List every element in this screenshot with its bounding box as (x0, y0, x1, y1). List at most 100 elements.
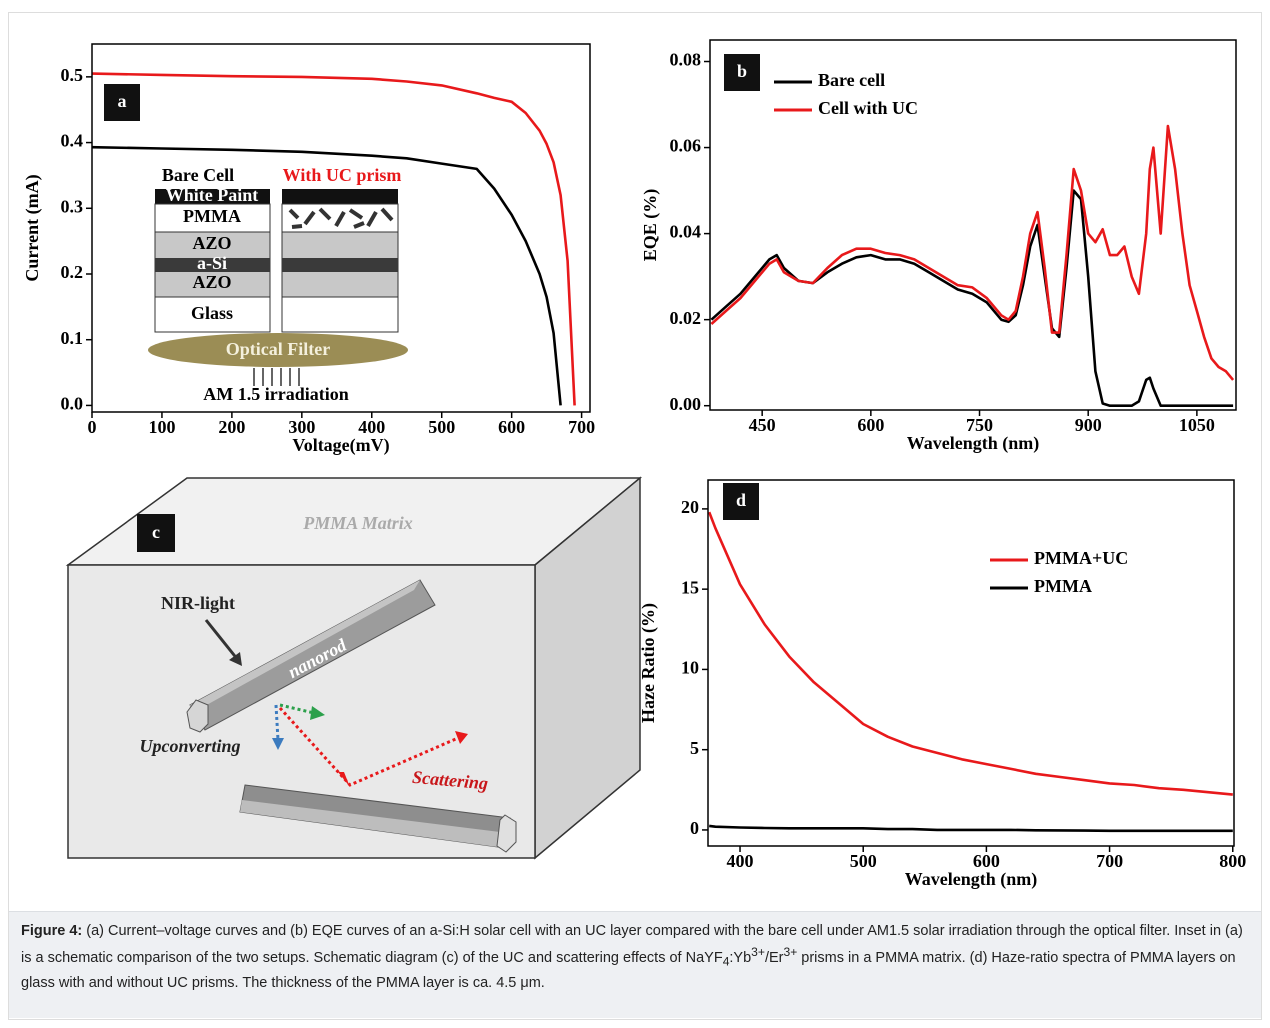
plot-frame (707, 479, 1235, 847)
y-axis-title: Current (mA) (22, 174, 43, 281)
diagram: c PMMA Matrix nanorod NIR-light Upconver… (65, 476, 643, 860)
series-line (710, 124, 1235, 381)
x-tick-label: 0 (88, 417, 97, 437)
x-tick-label: 300 (288, 417, 315, 437)
y-tick-label: 0.2 (61, 262, 84, 282)
caption-text: 3+ (751, 945, 765, 959)
arrow-head (338, 772, 350, 787)
x-axis-title: Wavelength (nm) (907, 433, 1040, 454)
arrow-head (310, 706, 325, 720)
caption-text: 3+ (783, 945, 798, 959)
panel-label: b (737, 61, 747, 81)
light-label: NIR-light (161, 593, 235, 613)
layer-label: PMMA (183, 206, 241, 226)
arrow-head (272, 738, 284, 750)
process-label: Upconverting (140, 736, 241, 756)
arrow-head (455, 731, 468, 744)
y-tick-label: 0.06 (670, 136, 702, 156)
y-tick-label: 0.02 (670, 308, 702, 328)
x-tick-label: 200 (218, 417, 245, 437)
y-tick-label: 15 (681, 577, 699, 597)
y-tick-label: 0.3 (61, 196, 84, 216)
panel-label: c (152, 522, 160, 542)
panel-label-box (723, 483, 759, 520)
y-tick-label: 0.5 (61, 65, 84, 85)
filter-label: Optical Filter (226, 339, 330, 359)
x-tick-label: 700 (568, 417, 595, 437)
y-tick-label: 0.1 (61, 328, 84, 348)
panel-label-box (724, 54, 760, 91)
y-axis-title: Haze Ratio (%) (638, 603, 659, 723)
panel-label-box (104, 84, 140, 121)
x-tick-label: 500 (428, 417, 455, 437)
y-tick-label: 0.04 (670, 222, 702, 242)
source-label: AM 1.5 irradiation (203, 384, 349, 404)
series-line (707, 511, 1233, 796)
y-tick-label: 10 (681, 658, 699, 678)
layer (154, 296, 271, 333)
layer-label: Glass (191, 303, 233, 323)
nanorod-facet (240, 800, 508, 848)
y-axis-title: EQE (%) (640, 189, 661, 262)
x-tick-label: 600 (973, 851, 1000, 871)
y-tick-label: 0.4 (61, 131, 84, 151)
legend-label: Bare cell (818, 70, 885, 90)
inset-title: Bare Cell (162, 165, 234, 185)
y-tick-label: 0.08 (670, 50, 702, 70)
nanorod-end (186, 699, 209, 733)
x-tick-label: 400 (358, 417, 385, 437)
x-tick-label: 100 (148, 417, 175, 437)
x-tick-label: 750 (966, 415, 993, 435)
legend-label: PMMA (1034, 576, 1092, 596)
plot-frame (709, 39, 1237, 411)
series-line (709, 824, 1233, 833)
x-tick-label: 700 (1096, 851, 1123, 871)
x-tick-label: 400 (727, 851, 754, 871)
matrix-label: PMMA Matrix (302, 513, 413, 533)
panel-label: d (736, 490, 746, 510)
layer (155, 258, 270, 272)
light-arrow (204, 619, 240, 661)
series-line (91, 72, 576, 406)
layer-label: White Paint (166, 185, 259, 205)
irradiation-arrows (253, 368, 300, 386)
panel-label-box (137, 514, 175, 552)
caption-label: Figure 4: (21, 923, 83, 939)
filter (148, 333, 408, 367)
x-tick-label: 800 (1219, 851, 1246, 871)
x-tick-label: 500 (850, 851, 877, 871)
layer-label: AZO (192, 233, 231, 253)
layer-label: AZO (192, 272, 231, 292)
series-line (91, 145, 562, 406)
x-axis-title: Wavelength (nm) (905, 869, 1038, 890)
arrow-head (229, 652, 242, 666)
layer (282, 189, 398, 204)
layer-label: a-Si (197, 253, 227, 273)
nanorod-end (496, 814, 517, 853)
y-tick-label: 20 (681, 497, 699, 517)
rods (288, 207, 394, 229)
caption-text: prisms in a PMMA matrix. (d) Haze-ratio … (21, 949, 1236, 991)
nanorod-facet (190, 580, 420, 712)
legend-label: Cell with UC (818, 98, 918, 118)
x-axis-title: Voltage(mV) (292, 435, 389, 456)
x-tick-label: 900 (1075, 415, 1102, 435)
layer (155, 189, 270, 204)
y-tick-label: 5 (690, 738, 699, 758)
y-tick-label: 0.00 (670, 394, 702, 414)
y-tick-label: 0.0 (61, 394, 84, 414)
panel-label: a (118, 91, 127, 111)
caption-text: :Yb (729, 949, 752, 966)
legend-label: PMMA+UC (1034, 548, 1128, 568)
plot-frame (91, 43, 591, 413)
layer (282, 258, 398, 272)
scatter-arrow (278, 706, 459, 787)
inset: Bare Cell With UC prism White Paint PMMA… (148, 165, 408, 404)
caption: Figure 4: (a) Current–voltage curves and… (9, 911, 1261, 1018)
caption-text: /Er (764, 949, 784, 966)
x-tick-label: 600 (498, 417, 525, 437)
y-tick-label: 0 (690, 818, 699, 838)
x-tick-label: 1050 (1179, 415, 1215, 435)
